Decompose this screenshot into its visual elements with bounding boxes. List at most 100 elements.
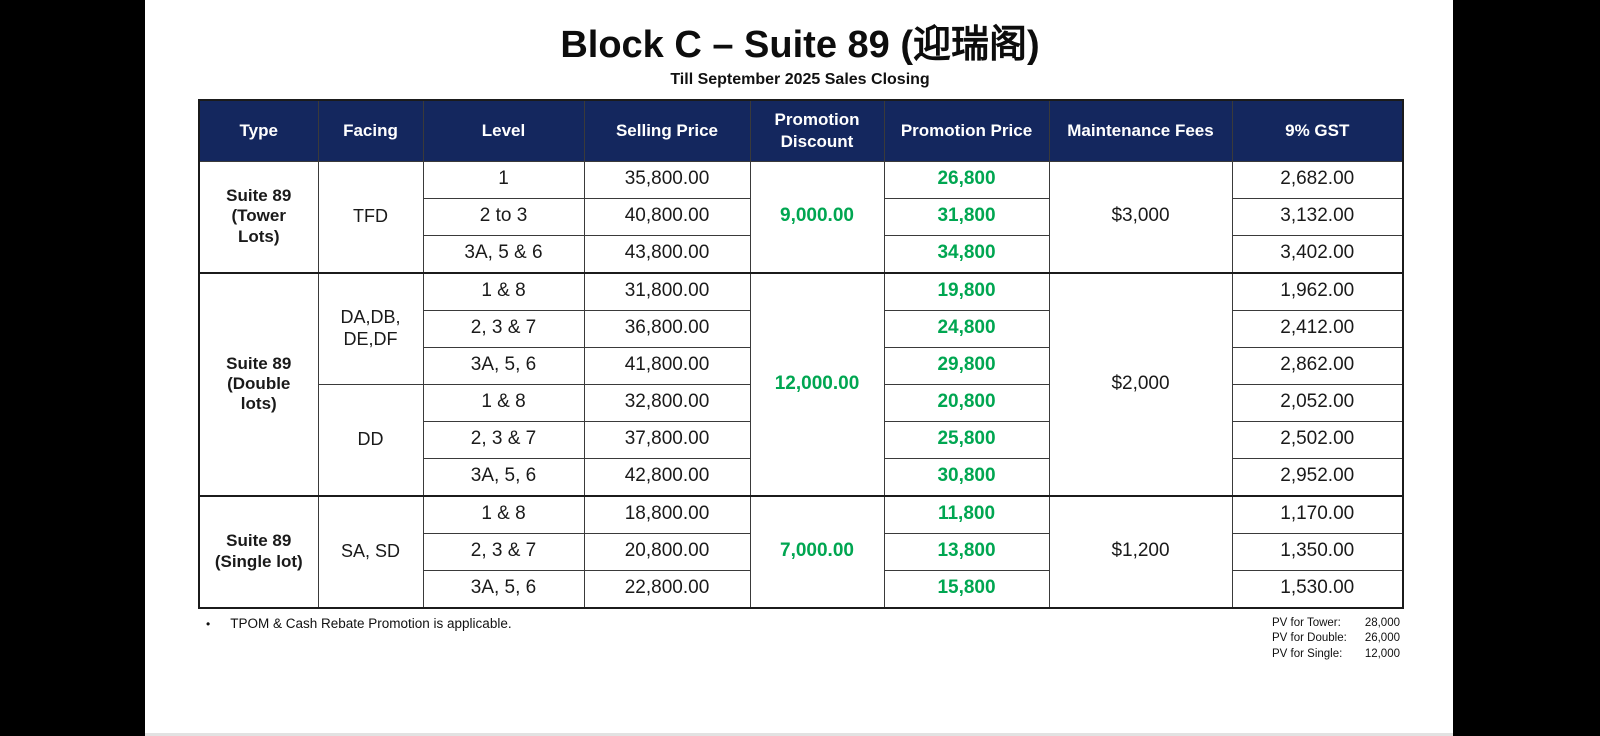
footnote: • TPOM & Cash Rebate Promotion is applic… bbox=[198, 616, 512, 631]
cell-promotion-price: 34,800 bbox=[883, 234, 1050, 274]
column-header-promotion-discount: Promotion Discount bbox=[749, 99, 885, 162]
pv-label: PV for Single: bbox=[1272, 647, 1343, 660]
cell-gst: 2,052.00 bbox=[1231, 383, 1404, 422]
cell-facing: TFD bbox=[317, 160, 424, 274]
cell-type: Suite 89 (Tower Lots) bbox=[198, 160, 319, 274]
footer: • TPOM & Cash Rebate Promotion is applic… bbox=[198, 616, 1402, 663]
cell-promotion-price: 11,800 bbox=[883, 494, 1050, 534]
cell-maintenance-fees: $3,000 bbox=[1048, 160, 1233, 274]
table-row: 2, 3 & 7 36,800.00 24,800 2,412.00 bbox=[199, 309, 1404, 348]
table-row: 2 to 3 40,800.00 31,800 3,132.00 bbox=[199, 197, 1404, 236]
page-title: Block C – Suite 89 (迎瑞阁) bbox=[560, 24, 1040, 66]
cell-selling-price: 20,800.00 bbox=[583, 532, 751, 571]
table-row: 2, 3 & 7 20,800.00 13,800 1,350.00 bbox=[199, 532, 1404, 571]
pv-label: PV for Double: bbox=[1272, 632, 1347, 645]
table-row: 3A, 5, 6 41,800.00 29,800 2,862.00 bbox=[199, 346, 1404, 385]
table-row: Suite 89 (Double lots) DA,DB, DE,DF 1 & … bbox=[198, 271, 1404, 497]
column-header-type: Type bbox=[198, 99, 319, 162]
pv-notes: PV for Tower: 28,000 PV for Double: 26,0… bbox=[1272, 616, 1400, 663]
cell-selling-price: 43,800.00 bbox=[583, 234, 751, 274]
cell-gst: 2,682.00 bbox=[1231, 160, 1404, 199]
cell-level: 1 & 8 bbox=[422, 271, 585, 311]
pv-note-double: PV for Double: 26,000 bbox=[1272, 631, 1400, 647]
cell-selling-price: 18,800.00 bbox=[583, 494, 751, 534]
cell-level: 1 bbox=[422, 160, 585, 199]
cell-gst: 2,952.00 bbox=[1231, 457, 1404, 497]
cell-level: 2, 3 & 7 bbox=[422, 309, 585, 348]
cell-promotion-price: 25,800 bbox=[883, 420, 1050, 459]
table-row: 2, 3 & 7 37,800.00 25,800 2,502.00 bbox=[199, 420, 1404, 459]
slide-content: Block C – Suite 89 (迎瑞阁) Till September … bbox=[198, 24, 1404, 663]
table-row: Suite 89 (Single lot) SA, SD 1 & 8 18,80… bbox=[198, 494, 1404, 609]
cell-level: 3A, 5 & 6 bbox=[422, 234, 585, 274]
cell-gst: 3,402.00 bbox=[1231, 234, 1404, 274]
page-subtitle: Till September 2025 Sales Closing bbox=[670, 70, 930, 88]
cell-selling-price: 40,800.00 bbox=[583, 197, 751, 236]
slide-bottom-edge bbox=[145, 733, 1453, 736]
cell-level: 1 & 8 bbox=[422, 383, 585, 422]
pv-value: 26,000 bbox=[1364, 632, 1400, 645]
slide: Block C – Suite 89 (迎瑞阁) Till September … bbox=[145, 0, 1453, 736]
cell-selling-price: 32,800.00 bbox=[583, 383, 751, 422]
cell-gst: 1,170.00 bbox=[1231, 494, 1404, 534]
cell-gst: 3,132.00 bbox=[1231, 197, 1404, 236]
cell-gst: 1,962.00 bbox=[1231, 271, 1404, 311]
cell-promotion-price: 19,800 bbox=[883, 271, 1050, 311]
cell-facing: DA,DB, DE,DF bbox=[317, 271, 424, 385]
cell-level: 1 & 8 bbox=[422, 494, 585, 534]
cell-promotion-discount: 9,000.00 bbox=[749, 160, 885, 274]
table-row: 3A, 5, 6 42,800.00 30,800 2,952.00 bbox=[199, 457, 1404, 497]
cell-gst: 2,502.00 bbox=[1231, 420, 1404, 459]
cell-promotion-price: 29,800 bbox=[883, 346, 1050, 385]
pricing-table: Type Facing Level Selling Price Promotio… bbox=[198, 98, 1404, 609]
column-header-gst: 9% GST bbox=[1231, 99, 1404, 162]
table-row: 3A, 5, 6 22,800.00 15,800 1,530.00 bbox=[199, 569, 1404, 609]
cell-promotion-discount: 12,000.00 bbox=[749, 271, 885, 497]
cell-level: 2 to 3 bbox=[422, 197, 585, 236]
pv-value: 12,000 bbox=[1364, 647, 1400, 660]
cell-promotion-price: 30,800 bbox=[883, 457, 1050, 497]
cell-gst: 1,530.00 bbox=[1231, 569, 1404, 609]
footnote-text: TPOM & Cash Rebate Promotion is applicab… bbox=[230, 615, 512, 631]
cell-promotion-price: 26,800 bbox=[883, 160, 1050, 199]
cell-promotion-price: 13,800 bbox=[883, 532, 1050, 571]
cell-type: Suite 89 (Single lot) bbox=[198, 494, 319, 609]
pv-note-single: PV for Single: 12,000 bbox=[1272, 647, 1400, 663]
cell-level: 3A, 5, 6 bbox=[422, 457, 585, 497]
cell-facing: SA, SD bbox=[317, 494, 424, 609]
cell-promotion-price: 15,800 bbox=[883, 569, 1050, 609]
column-header-level: Level bbox=[422, 99, 585, 162]
cell-selling-price: 22,800.00 bbox=[583, 569, 751, 609]
bullet-icon: • bbox=[206, 616, 211, 631]
column-header-facing: Facing bbox=[317, 99, 424, 162]
cell-selling-price: 37,800.00 bbox=[583, 420, 751, 459]
cell-level: 2, 3 & 7 bbox=[422, 420, 585, 459]
cell-promotion-price: 20,800 bbox=[883, 383, 1050, 422]
cell-type: Suite 89 (Double lots) bbox=[198, 271, 319, 497]
cell-level: 3A, 5, 6 bbox=[422, 346, 585, 385]
pv-label: PV for Tower: bbox=[1272, 616, 1341, 629]
cell-gst: 1,350.00 bbox=[1231, 532, 1404, 571]
cell-selling-price: 35,800.00 bbox=[583, 160, 751, 199]
cell-maintenance-fees: $2,000 bbox=[1048, 271, 1233, 497]
pv-note-tower: PV for Tower: 28,000 bbox=[1272, 616, 1400, 632]
cell-promotion-price: 24,800 bbox=[883, 309, 1050, 348]
cell-facing: DD bbox=[317, 383, 424, 497]
table-row: 3A, 5 & 6 43,800.00 34,800 3,402.00 bbox=[199, 234, 1404, 274]
column-header-selling-price: Selling Price bbox=[583, 99, 751, 162]
cell-gst: 2,412.00 bbox=[1231, 309, 1404, 348]
cell-selling-price: 31,800.00 bbox=[583, 271, 751, 311]
cell-selling-price: 36,800.00 bbox=[583, 309, 751, 348]
header-row: Type Facing Level Selling Price Promotio… bbox=[198, 99, 1404, 162]
column-header-maintenance-fees: Maintenance Fees bbox=[1048, 99, 1233, 162]
cell-maintenance-fees: $1,200 bbox=[1048, 494, 1233, 609]
cell-level: 3A, 5, 6 bbox=[422, 569, 585, 609]
cell-gst: 2,862.00 bbox=[1231, 346, 1404, 385]
column-header-promotion-price: Promotion Price bbox=[883, 99, 1050, 162]
cell-level: 2, 3 & 7 bbox=[422, 532, 585, 571]
cell-selling-price: 41,800.00 bbox=[583, 346, 751, 385]
table-row: DD 1 & 8 32,800.00 20,800 2,052.00 bbox=[199, 383, 1404, 497]
table-row: Suite 89 (Tower Lots) TFD 1 35,800.00 9,… bbox=[198, 160, 1404, 274]
cell-selling-price: 42,800.00 bbox=[583, 457, 751, 497]
pv-value: 28,000 bbox=[1364, 616, 1400, 629]
